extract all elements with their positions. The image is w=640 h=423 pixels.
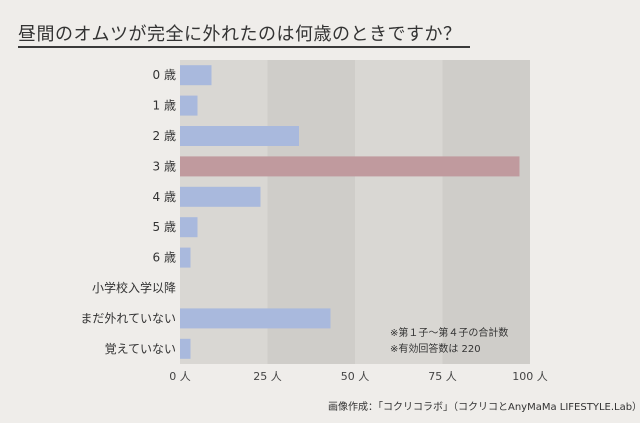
bar: [180, 65, 212, 86]
category-label: 5 歳: [153, 220, 176, 234]
x-tick-label: 100 人: [512, 370, 548, 383]
bars: [180, 65, 520, 359]
bar: [180, 95, 198, 116]
category-label: 6 歳: [153, 251, 176, 265]
image-credit: 画像作成：「コクリコラボ」（コクリコとAnyMaMa LIFESTYLE.Lab…: [328, 402, 640, 413]
category-labels: 0 歳 1 歳 2 歳 3 歳 4 歳 5 歳 6 歳小学校入学以降まだ外れていない覚えてい…: [80, 68, 176, 356]
category-label: 2 歳: [153, 129, 176, 143]
category-label: 3 歳: [153, 159, 176, 173]
category-label: まだ外れていない: [80, 311, 176, 325]
category-label: 1 歳: [153, 99, 176, 113]
bar: [180, 217, 198, 238]
category-label: 覚えていない: [105, 342, 176, 356]
plot-background: [180, 60, 530, 364]
x-tick-label: 25 人: [253, 370, 282, 383]
category-label: 0 歳: [153, 68, 176, 82]
bar: [180, 186, 261, 207]
x-tick-label: 0 人: [169, 370, 191, 383]
plot-band: [355, 60, 443, 364]
category-label: 小学校入学以降: [92, 280, 176, 295]
x-tick-labels: 0 人 25 人 50 人 75 人 100 人: [169, 370, 548, 383]
category-label: 4 歳: [153, 190, 176, 204]
bar: [180, 338, 191, 359]
bar: [180, 247, 191, 268]
note-valid-responses: ※有効回答数は 220: [390, 342, 481, 355]
title-underline: [18, 46, 470, 48]
bar: [180, 126, 299, 146]
x-tick-label: 50 人: [341, 370, 370, 383]
page-title: 昼間のオムツが完全に外れたのは何歳のときですか？: [18, 24, 462, 45]
bar: [180, 156, 520, 177]
note-sum: ※第１子〜第４子の合計数: [390, 326, 508, 339]
x-tick-label: 75 人: [428, 370, 457, 383]
plot-band: [442, 60, 530, 364]
bar: [180, 308, 331, 329]
